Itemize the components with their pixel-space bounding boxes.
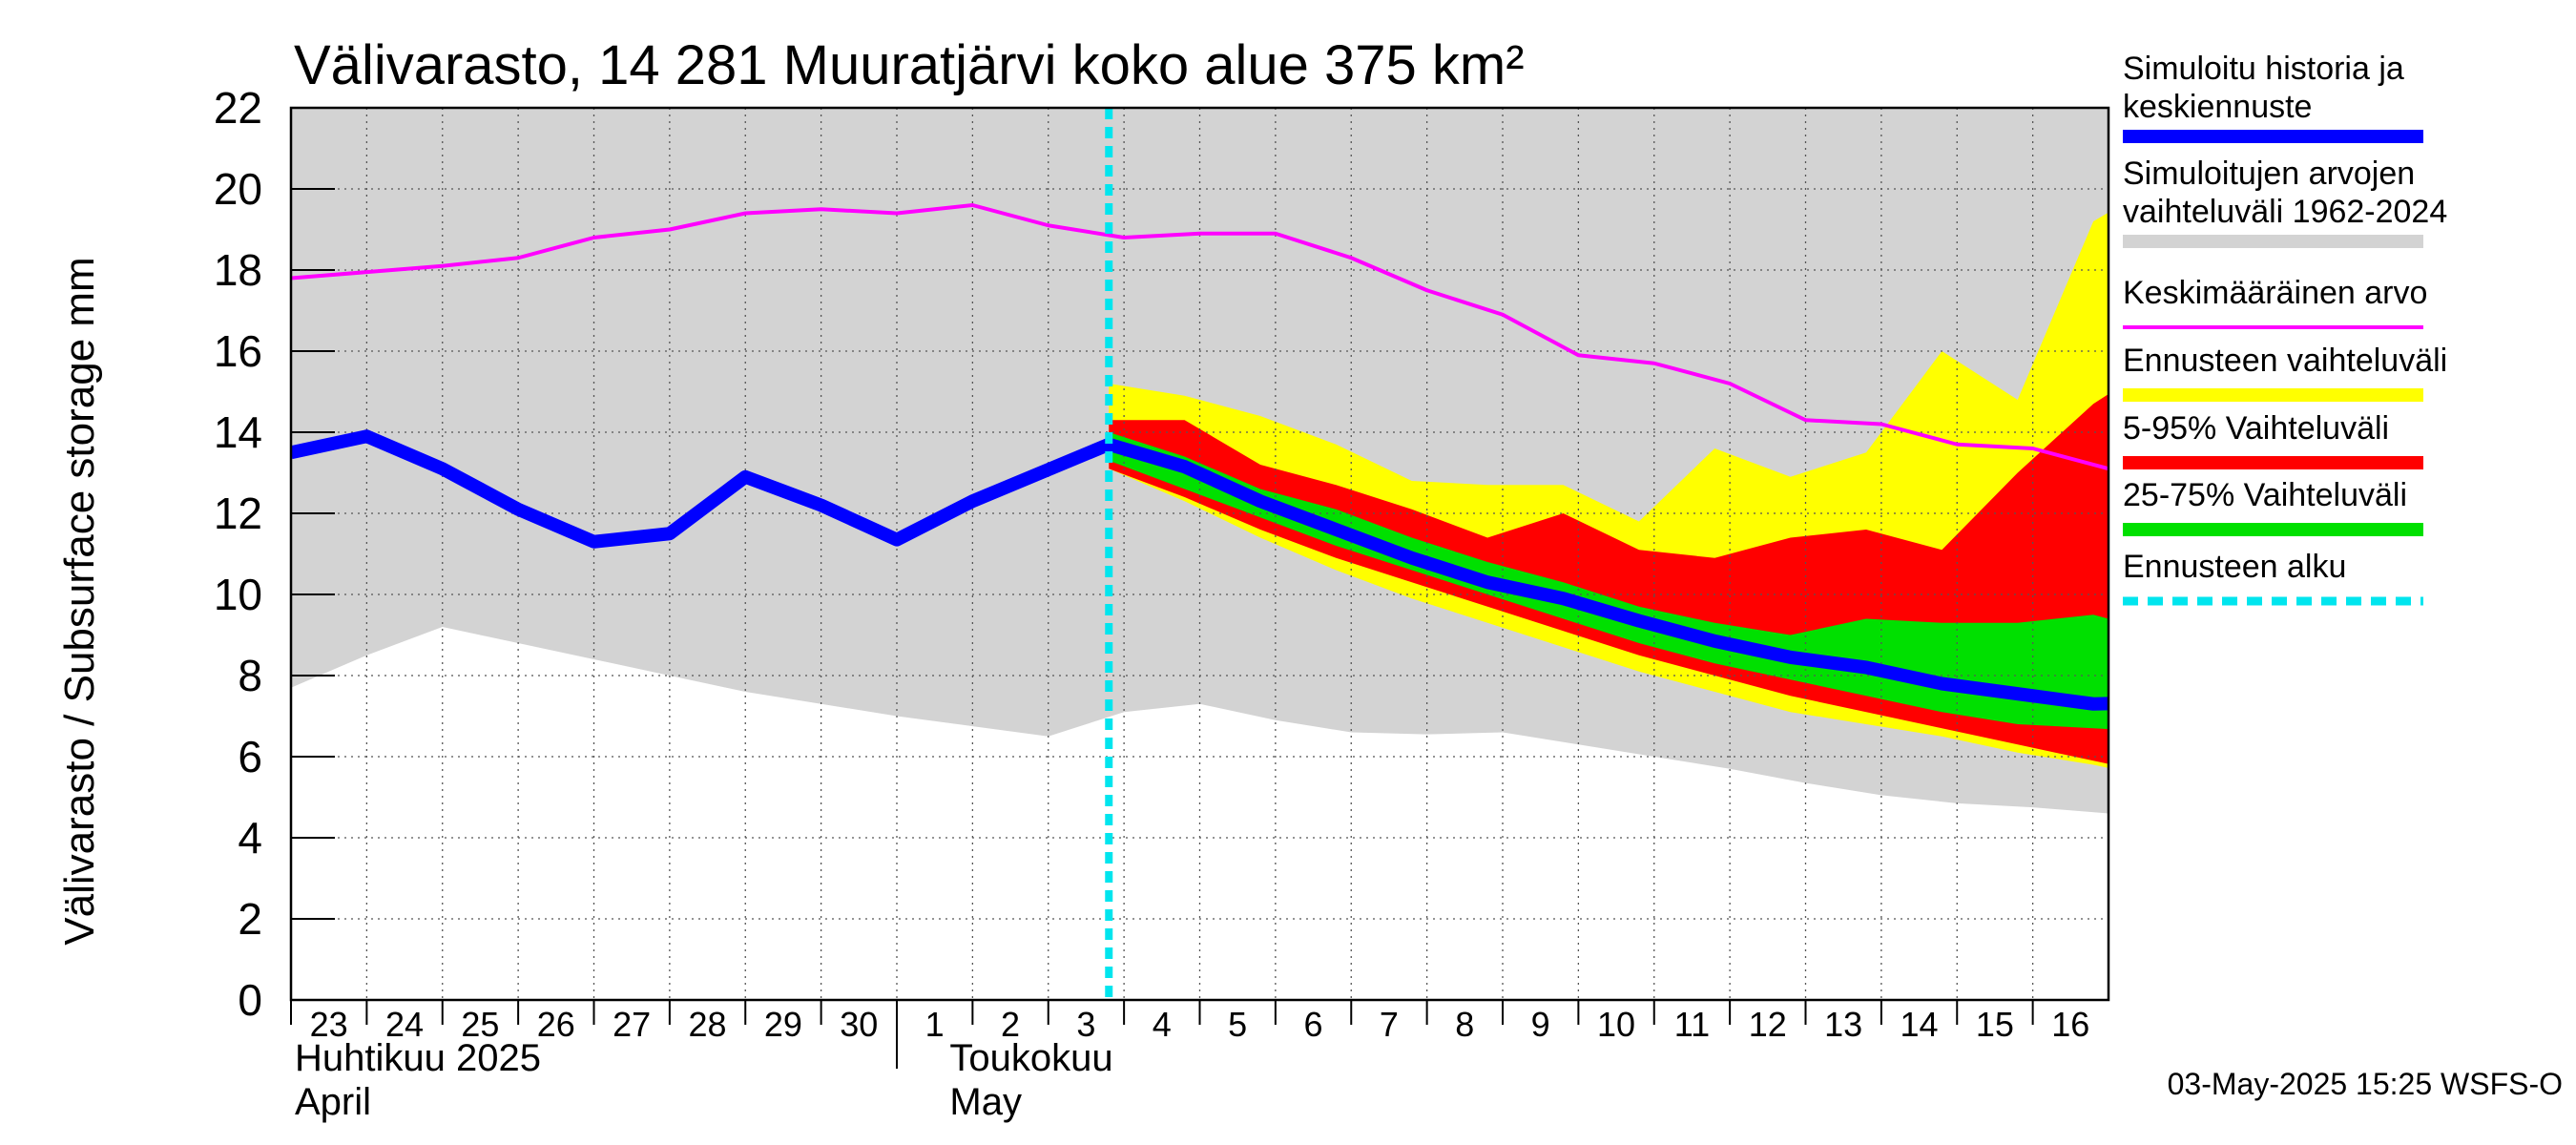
y-tick-label: 6 [238, 732, 262, 781]
x-tick-label: 28 [689, 1005, 727, 1044]
legend-label: Ennusteen vaihteluväli [2123, 343, 2447, 379]
y-tick-label: 8 [238, 651, 262, 700]
y-tick-label: 22 [214, 83, 262, 133]
x-tick-label: 16 [2051, 1005, 2089, 1044]
y-tick-label: 18 [214, 245, 262, 295]
x-tick-label: 1 [925, 1005, 945, 1044]
plot-content [291, 108, 2109, 1000]
x-tick-label: 5 [1228, 1005, 1247, 1044]
legend-label-line2: vaihteluväli 1962-2024 [2123, 194, 2447, 230]
footer-timestamp: 03-May-2025 15:25 WSFS-O [2168, 1067, 2563, 1101]
legend-label: 25-75% Vaihteluväli [2123, 477, 2407, 513]
legend-label: Ennusteen alku [2123, 549, 2346, 585]
y-tick-label: 4 [238, 813, 262, 863]
legend-label-line2: keskiennuste [2123, 89, 2312, 125]
month-label-english: May [949, 1081, 1022, 1123]
x-tick-label: 3 [1076, 1005, 1095, 1044]
y-tick-label: 12 [214, 489, 262, 538]
forecast-25-75-band [1109, 432, 2109, 730]
y-tick-label: 20 [214, 164, 262, 214]
x-tick-label: 11 [1674, 1005, 1710, 1044]
legend-label: Simuloitu historia ja [2123, 51, 2404, 87]
y-tick-label: 14 [214, 407, 262, 457]
simulated-history-line [291, 429, 2109, 711]
x-tick-label: 29 [764, 1005, 802, 1044]
x-tick-label: 10 [1597, 1005, 1635, 1044]
x-tick-label: 15 [1976, 1005, 2014, 1044]
x-tick-label: 8 [1455, 1005, 1474, 1044]
x-tick-label: 13 [1824, 1005, 1862, 1044]
x-tick-label: 9 [1531, 1005, 1550, 1044]
y-tick-label: 0 [238, 975, 262, 1025]
x-tick-label: 26 [537, 1005, 575, 1044]
y-tick-label: 10 [214, 570, 262, 619]
x-tick-label: 25 [461, 1005, 499, 1044]
month-label: Toukokuu [949, 1037, 1112, 1079]
y-tick-label: 2 [238, 894, 262, 944]
legend-label: Keskimääräinen arvo [2123, 275, 2427, 311]
x-tick-label: 6 [1304, 1005, 1323, 1044]
y-axis-label: Välivarasto / Subsurface storage mm [56, 257, 103, 945]
x-tick-label: 2 [1001, 1005, 1020, 1044]
x-tick-label: 24 [385, 1005, 424, 1044]
x-tick-label: 14 [1901, 1005, 1939, 1044]
legend-label: Simuloitujen arvojen [2123, 156, 2415, 192]
month-label-english: April [295, 1081, 371, 1123]
x-tick-label: 4 [1153, 1005, 1172, 1044]
month-label: Huhtikuu 2025 [295, 1037, 541, 1079]
mean-value-line [291, 203, 2109, 471]
x-tick-label: 12 [1749, 1005, 1787, 1044]
x-tick-label: 30 [840, 1005, 878, 1044]
x-tick-label: 23 [310, 1005, 348, 1044]
y-tick-label: 16 [214, 326, 262, 376]
legend-label: 5-95% Vaihteluväli [2123, 410, 2389, 447]
x-tick-label: 27 [613, 1005, 651, 1044]
x-tick-label: 7 [1380, 1005, 1399, 1044]
chart-title: Välivarasto, 14 281 Muuratjärvi koko alu… [294, 34, 1525, 96]
plot-area [291, 108, 2109, 1000]
